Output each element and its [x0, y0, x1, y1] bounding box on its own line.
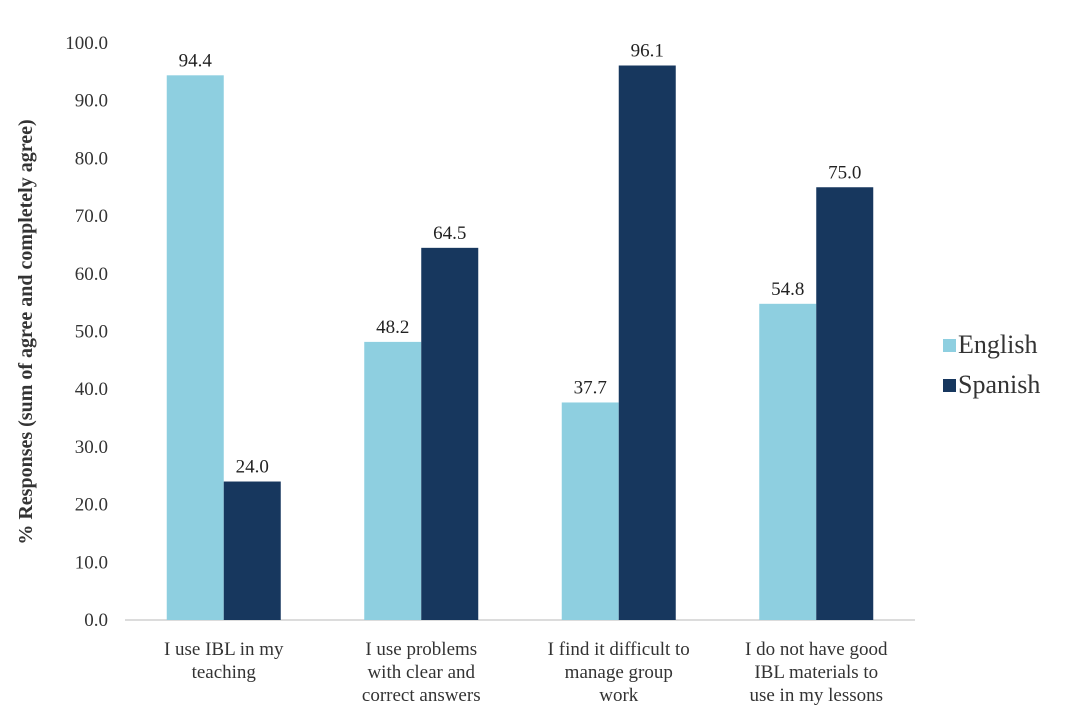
data-label-english-3: 37.7 [574, 377, 607, 398]
category-label-line: I find it difficult to [548, 639, 690, 660]
category-label-line: I use problems [365, 639, 477, 660]
data-label-spanish-2: 64.5 [433, 223, 466, 244]
category-label-line: IBL materials to [754, 662, 878, 683]
y-tick-labels: 0.0 10.0 20.0 30.0 40.0 50.0 60.0 70.0 80.0 90.0 1… [65, 33, 108, 631]
category-label-line: use in my lessons [749, 685, 883, 706]
data-label-english-2: 48.2 [376, 317, 409, 338]
category-label-4: I do not have good IBL materials to use in… [745, 639, 888, 706]
bar-spanish-1 [223, 481, 281, 620]
data-label-spanish-1: 24.0 [236, 457, 269, 478]
legend-label-english: English [958, 330, 1037, 359]
y-tick-label: 60.0 [75, 264, 108, 285]
y-tick-label: 10.0 [75, 552, 108, 573]
category-label-1: I use IBL in my teaching [164, 639, 284, 683]
y-tick-label: 80.0 [75, 148, 108, 169]
data-label-spanish-3: 96.1 [631, 41, 664, 62]
data-label-spanish-4: 75.0 [828, 162, 861, 183]
y-tick-label: 100.0 [65, 33, 108, 54]
bar-spanish-4 [816, 187, 874, 620]
category-label-line: correct answers [362, 685, 481, 706]
category-label-line: with clear and [367, 662, 475, 683]
bar-english-1 [166, 75, 224, 620]
legend-swatch-english [943, 339, 956, 352]
category-label-line: work [599, 685, 639, 706]
legend: English Spanish [943, 330, 1040, 399]
category-label-line: teaching [192, 662, 257, 683]
data-label-english-1: 94.4 [179, 50, 213, 71]
bar-spanish-3 [618, 65, 676, 621]
value-labels: 94.4 24.0 48.2 64.5 37.7 96.1 54.8 75.0 [179, 41, 862, 478]
bar-english-4 [759, 303, 817, 620]
y-tick-label: 50.0 [75, 322, 108, 343]
bar-english-3 [561, 402, 619, 620]
y-tick-label: 20.0 [75, 495, 108, 516]
category-label-3: I find it difficult to manage group work [548, 639, 690, 706]
bar-english-2 [364, 341, 422, 620]
y-tick-label: 90.0 [75, 91, 108, 112]
legend-swatch-spanish [943, 379, 956, 392]
y-axis-title-group: % Responses (sum of agree and completely… [15, 119, 37, 544]
bars [166, 65, 874, 621]
y-tick-label: 30.0 [75, 437, 108, 458]
legend-label-spanish: Spanish [958, 370, 1040, 399]
category-labels: I use IBL in my teaching I use problems wit… [164, 639, 888, 706]
category-label-line: I use IBL in my [164, 639, 284, 660]
y-tick-label: 70.0 [75, 206, 108, 227]
y-tick-label: 0.0 [84, 610, 108, 631]
y-tick-label: 40.0 [75, 379, 108, 400]
category-label-2: I use problems with clear and correct answ… [362, 639, 481, 706]
bar-spanish-2 [421, 247, 479, 620]
y-axis-title: % Responses (sum of agree and completely… [15, 119, 37, 544]
category-label-line: I do not have good [745, 639, 888, 660]
data-label-english-4: 54.8 [771, 279, 804, 300]
category-label-line: manage group [565, 662, 673, 683]
